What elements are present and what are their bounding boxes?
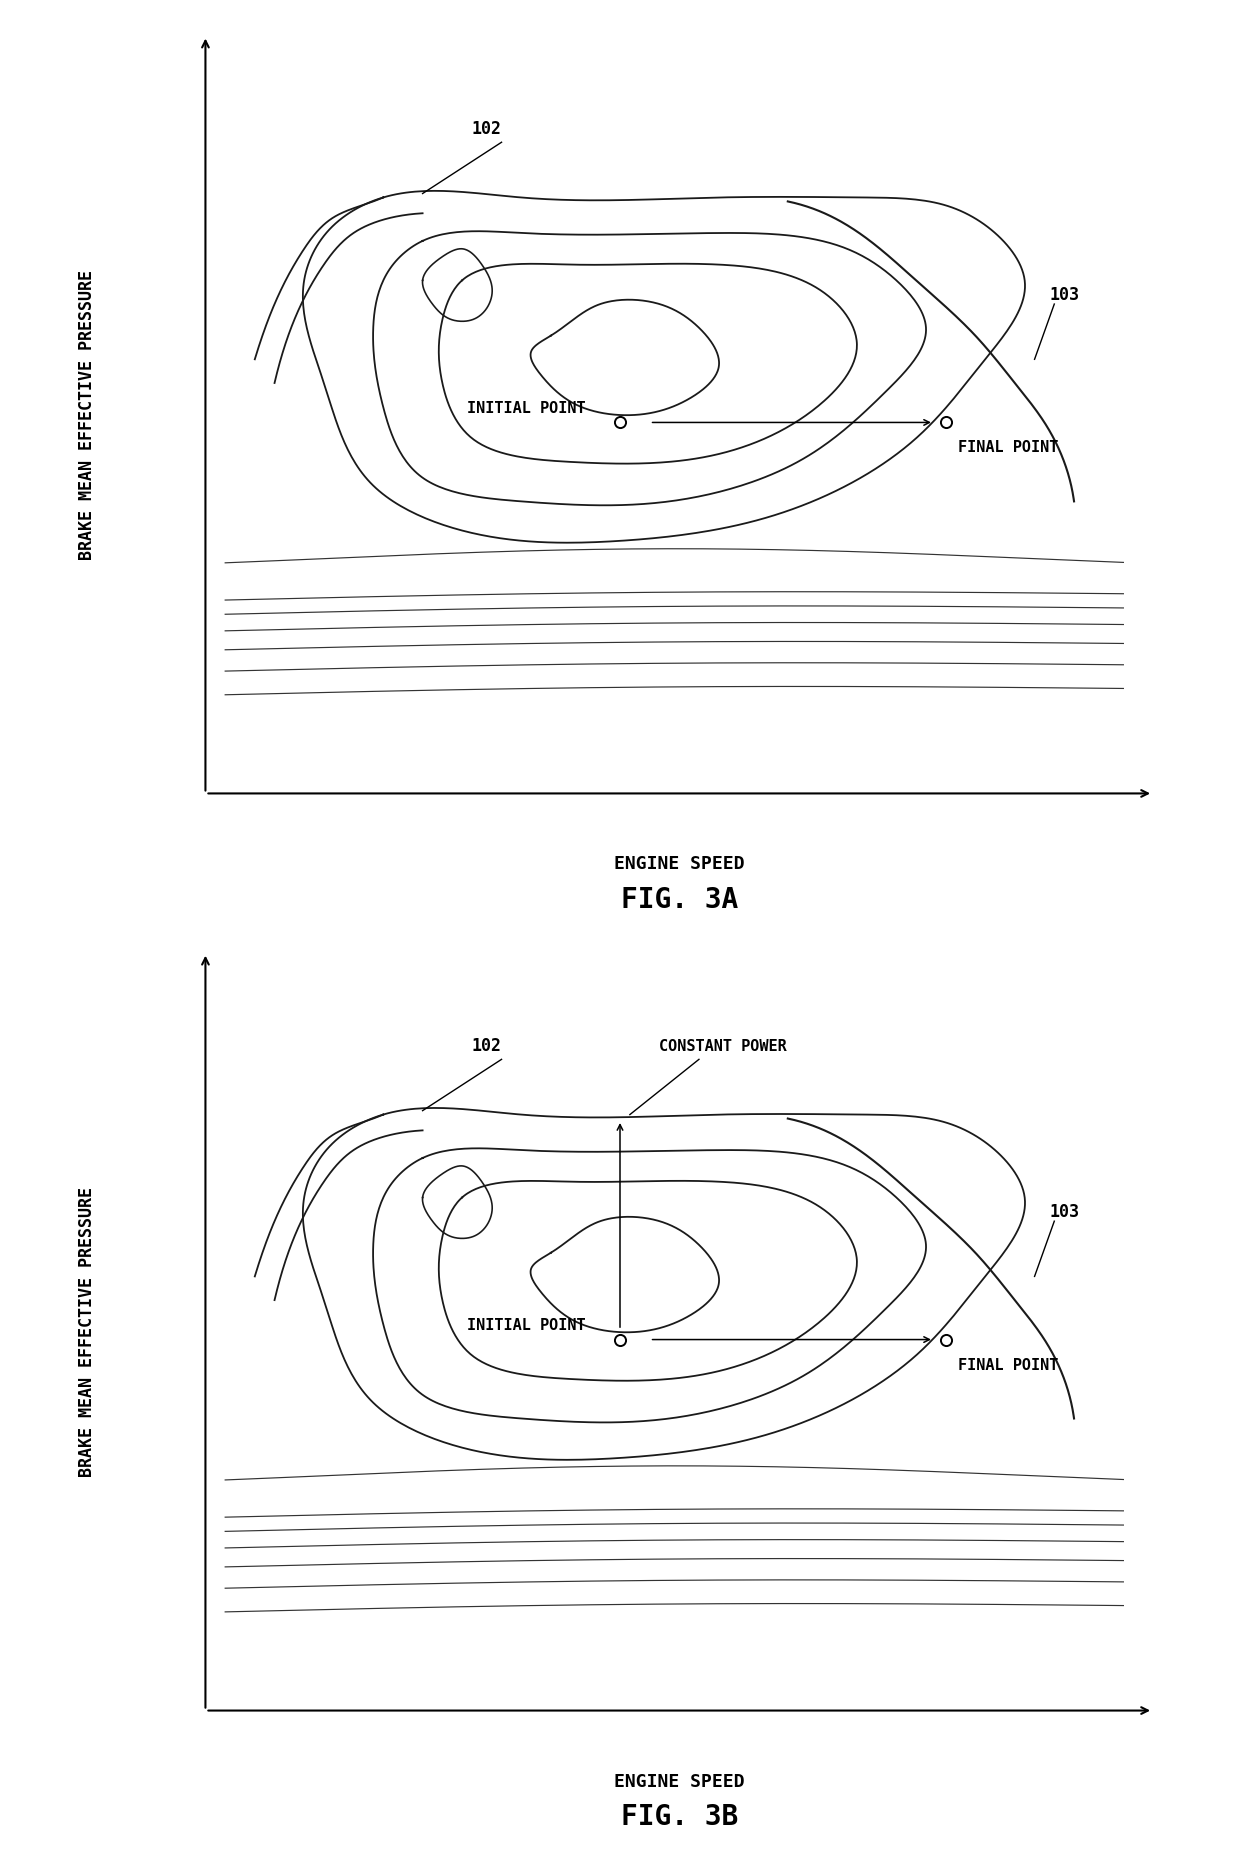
Text: 102: 102 [472,121,502,138]
Text: BRAKE MEAN EFFECTIVE PRESSURE: BRAKE MEAN EFFECTIVE PRESSURE [78,270,95,560]
Text: ENGINE SPEED: ENGINE SPEED [614,855,744,873]
Text: INITIAL POINT: INITIAL POINT [467,400,585,415]
Text: 103: 103 [1049,1203,1079,1221]
Text: FIG. 3B: FIG. 3B [620,1802,738,1830]
Text: 103: 103 [1049,287,1079,304]
Text: FINAL POINT: FINAL POINT [957,1357,1058,1372]
Text: FIG. 3A: FIG. 3A [620,886,738,914]
Text: INITIAL POINT: INITIAL POINT [467,1318,585,1333]
Text: 102: 102 [472,1037,502,1056]
Text: FINAL POINT: FINAL POINT [957,441,1058,456]
Text: ENGINE SPEED: ENGINE SPEED [614,1773,744,1791]
Text: CONSTANT POWER: CONSTANT POWER [660,1039,787,1054]
Text: BRAKE MEAN EFFECTIVE PRESSURE: BRAKE MEAN EFFECTIVE PRESSURE [78,1186,95,1477]
